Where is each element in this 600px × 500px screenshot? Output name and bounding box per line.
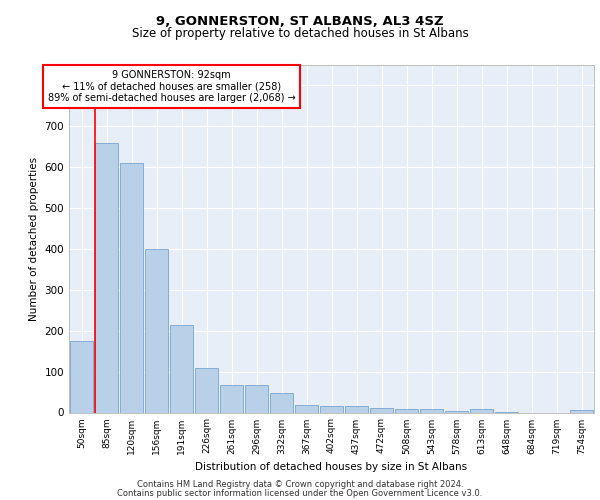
Bar bbox=[295, 405, 319, 412]
Y-axis label: Number of detached properties: Number of detached properties bbox=[29, 156, 39, 321]
Bar bbox=[170, 324, 193, 412]
Text: 9, GONNERSTON, ST ALBANS, AL3 4SZ: 9, GONNERSTON, ST ALBANS, AL3 4SZ bbox=[156, 15, 444, 28]
Bar bbox=[220, 385, 244, 412]
Bar bbox=[370, 408, 394, 412]
Bar bbox=[320, 406, 343, 412]
Bar bbox=[344, 406, 368, 412]
Bar bbox=[269, 393, 293, 412]
Bar bbox=[70, 341, 94, 412]
Bar bbox=[569, 410, 593, 412]
Bar bbox=[470, 409, 493, 412]
Bar bbox=[194, 368, 218, 412]
Bar bbox=[419, 409, 443, 412]
Text: Contains HM Land Registry data © Crown copyright and database right 2024.: Contains HM Land Registry data © Crown c… bbox=[137, 480, 463, 489]
Bar bbox=[245, 385, 268, 412]
X-axis label: Distribution of detached houses by size in St Albans: Distribution of detached houses by size … bbox=[196, 462, 467, 472]
Text: 9 GONNERSTON: 92sqm
← 11% of detached houses are smaller (258)
89% of semi-detac: 9 GONNERSTON: 92sqm ← 11% of detached ho… bbox=[47, 70, 295, 103]
Text: Size of property relative to detached houses in St Albans: Size of property relative to detached ho… bbox=[131, 28, 469, 40]
Bar bbox=[95, 142, 118, 412]
Bar bbox=[145, 249, 169, 412]
Bar bbox=[119, 163, 143, 412]
Bar bbox=[395, 409, 418, 412]
Text: Contains public sector information licensed under the Open Government Licence v3: Contains public sector information licen… bbox=[118, 488, 482, 498]
